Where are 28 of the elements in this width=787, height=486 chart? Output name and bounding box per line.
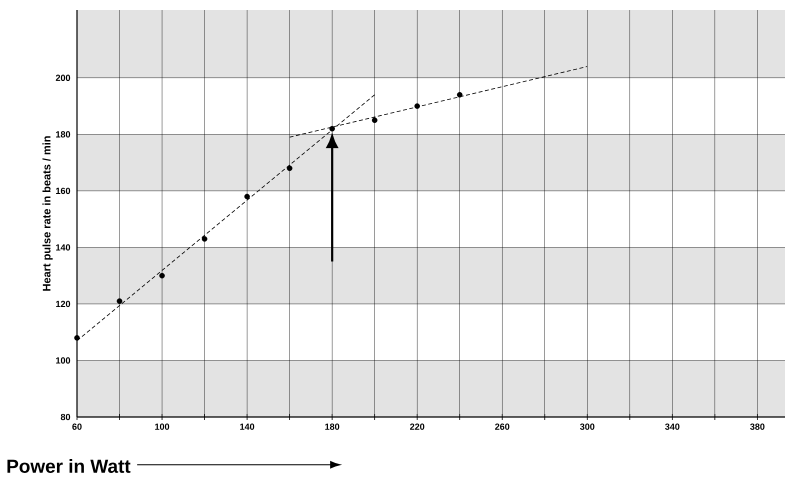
point bbox=[244, 194, 250, 200]
point bbox=[456, 92, 462, 98]
y-axis-title: Heart pulse rate in beats / min bbox=[42, 136, 53, 291]
x-axis-title: Power in Watt bbox=[7, 459, 130, 473]
y-tick-label: 200 bbox=[56, 74, 70, 82]
y-tick-label: 100 bbox=[56, 357, 70, 364]
y-tick-label: 160 bbox=[56, 188, 70, 194]
y-tick-label: 180 bbox=[56, 131, 70, 138]
point bbox=[286, 165, 292, 172]
point bbox=[116, 298, 122, 304]
x-tick-label: 260 bbox=[495, 424, 510, 430]
x-tick-label: 60 bbox=[72, 424, 82, 430]
x-tick-label: 100 bbox=[155, 424, 170, 430]
point bbox=[372, 117, 378, 124]
point bbox=[202, 236, 208, 242]
point bbox=[159, 272, 165, 278]
y-tick-label: 80 bbox=[60, 414, 70, 420]
x-tick-label: 140 bbox=[240, 424, 254, 430]
y-tick-label: 120 bbox=[56, 300, 70, 308]
x-tick-label: 300 bbox=[580, 424, 594, 430]
point bbox=[74, 335, 80, 341]
point bbox=[414, 103, 420, 109]
x-tick-label: 380 bbox=[750, 424, 764, 430]
x-tick-label: 220 bbox=[410, 424, 424, 430]
x-tick-label: 180 bbox=[325, 424, 340, 430]
y-tick-label: 140 bbox=[56, 244, 70, 251]
x-tick-label: 340 bbox=[665, 424, 680, 430]
point bbox=[329, 126, 335, 132]
